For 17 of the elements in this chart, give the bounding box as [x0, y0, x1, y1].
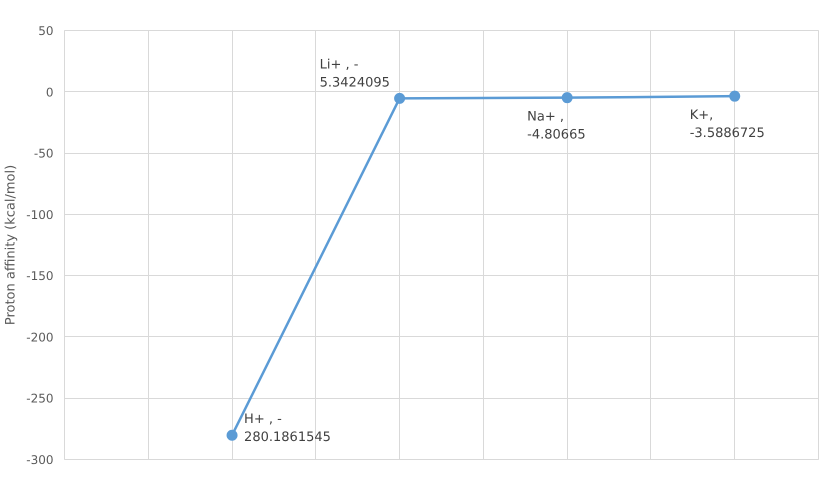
annotation: Li+ , - 5.3424095 — [320, 57, 390, 90]
y-axis-title: Proton affinity (kcal/mol) — [3, 164, 18, 326]
point — [394, 92, 406, 104]
y-tick-label: -50 — [34, 146, 54, 161]
point — [562, 92, 573, 104]
y-tick-label: -200 — [26, 330, 54, 344]
y-tick-label: -150 — [26, 269, 54, 284]
y-tick-label: 0 — [46, 85, 54, 100]
y-tick-label: -250 — [26, 392, 54, 406]
y-tick-label: 50 — [38, 24, 54, 38]
y-tick-label: -300 — [26, 453, 54, 467]
point — [729, 90, 740, 102]
annotation: Na+ , -4.80665 — [527, 110, 586, 143]
y-tick-label: -100 — [26, 208, 54, 222]
annotation: K+, -3.5886725 — [690, 108, 765, 142]
point — [226, 430, 238, 441]
annotation: H+ , - 280.1861545 — [244, 412, 331, 446]
